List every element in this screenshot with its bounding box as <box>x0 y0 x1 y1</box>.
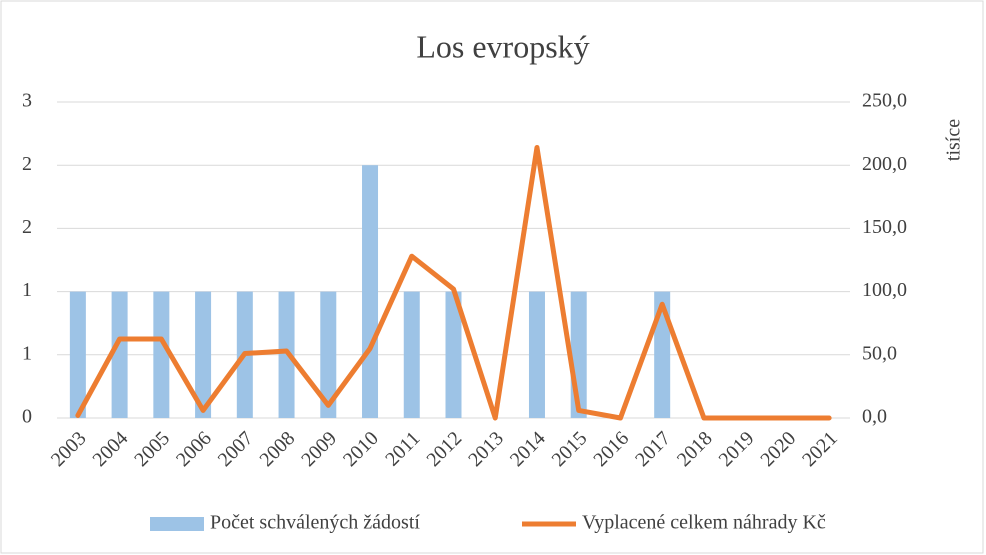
y-tick-label: 1 <box>22 342 32 364</box>
bar <box>403 291 420 418</box>
y2-tick-label: 150,0 <box>862 216 907 238</box>
bar <box>320 291 337 418</box>
bar <box>69 291 86 418</box>
y2-tick-label: 50,0 <box>862 342 897 364</box>
bar <box>445 291 462 418</box>
bar <box>195 291 212 418</box>
bar <box>153 291 170 418</box>
bar <box>362 165 379 418</box>
line <box>75 145 832 421</box>
y-tick-label: 2 <box>22 153 32 175</box>
chart-title: Los evropský <box>416 28 589 64</box>
y2-axis-title: tisíce <box>943 119 965 161</box>
legend-label: Počet schválených žádostí <box>210 512 420 534</box>
y-tick-label: 1 <box>22 279 32 301</box>
legend-label: Vyplacené celkem náhrady Kč <box>582 512 826 534</box>
y2-tick-label: 200,0 <box>862 153 907 175</box>
legend-swatch <box>150 517 204 531</box>
bar <box>528 291 545 418</box>
bar <box>654 291 671 418</box>
y-tick-label: 2 <box>22 216 32 238</box>
bar <box>111 291 128 418</box>
y-tick-label: 3 <box>22 90 32 112</box>
y2-tick-label: 0,0 <box>862 406 887 428</box>
y2-tick-label: 250,0 <box>862 90 907 112</box>
y-tick-label: 0 <box>22 406 32 428</box>
y2-tick-label: 100,0 <box>862 279 907 301</box>
